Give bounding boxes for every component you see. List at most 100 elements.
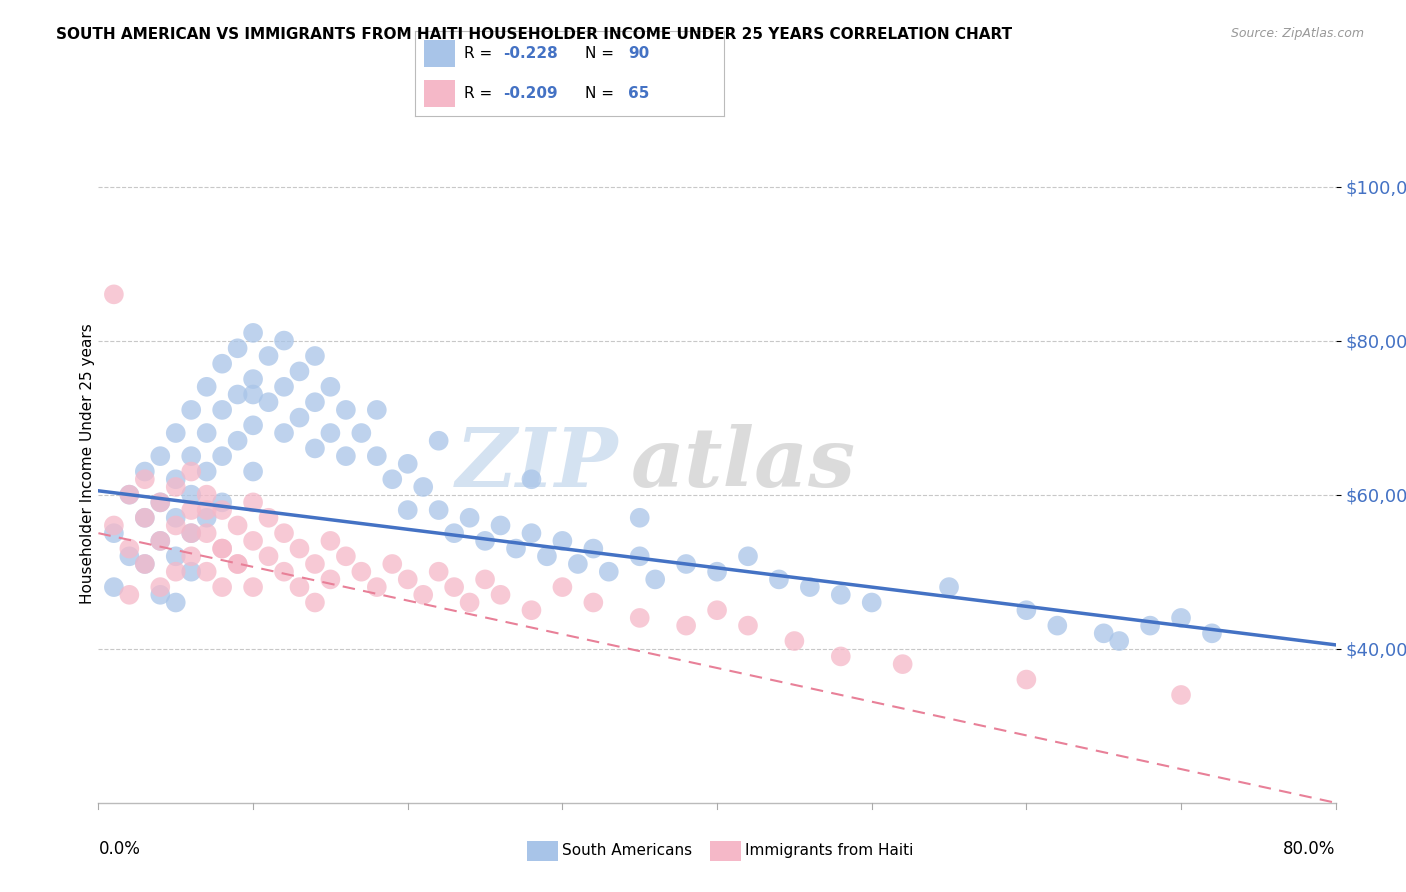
- Point: [118, 488, 141, 502]
- Point: [489, 518, 512, 533]
- Point: [396, 503, 419, 517]
- Point: [598, 565, 620, 579]
- Point: [1139, 618, 1161, 632]
- Point: [644, 573, 666, 587]
- Point: [675, 618, 697, 632]
- Text: SOUTH AMERICAN VS IMMIGRANTS FROM HAITI HOUSEHOLDER INCOME UNDER 25 YEARS CORREL: SOUTH AMERICAN VS IMMIGRANTS FROM HAITI …: [56, 27, 1012, 42]
- Point: [1170, 611, 1192, 625]
- Point: [582, 595, 605, 609]
- Point: [443, 526, 465, 541]
- Point: [180, 526, 202, 541]
- Point: [103, 518, 125, 533]
- Point: [1108, 634, 1130, 648]
- Point: [134, 557, 156, 571]
- FancyBboxPatch shape: [425, 80, 456, 108]
- Point: [427, 565, 450, 579]
- Point: [165, 595, 187, 609]
- Point: [242, 533, 264, 548]
- Point: [165, 472, 187, 486]
- Point: [304, 442, 326, 456]
- Text: 90: 90: [628, 45, 650, 61]
- Point: [195, 488, 218, 502]
- Point: [458, 595, 481, 609]
- Point: [551, 533, 574, 548]
- Point: [319, 573, 342, 587]
- Point: [396, 457, 419, 471]
- Point: [830, 588, 852, 602]
- Point: [319, 533, 342, 548]
- Text: N =: N =: [585, 87, 619, 102]
- Text: atlas: atlas: [630, 424, 856, 504]
- Point: [474, 533, 496, 548]
- Text: Immigrants from Haiti: Immigrants from Haiti: [745, 844, 914, 858]
- Point: [195, 503, 218, 517]
- Text: R =: R =: [464, 45, 498, 61]
- Point: [273, 425, 295, 440]
- Point: [149, 580, 172, 594]
- Point: [180, 449, 202, 463]
- Point: [304, 349, 326, 363]
- Point: [860, 595, 883, 609]
- Point: [211, 541, 233, 556]
- Point: [273, 334, 295, 348]
- Text: 80.0%: 80.0%: [1284, 840, 1336, 858]
- Text: 65: 65: [628, 87, 650, 102]
- Point: [304, 557, 326, 571]
- Point: [226, 387, 249, 401]
- Point: [257, 510, 280, 524]
- Point: [195, 565, 218, 579]
- Point: [288, 580, 311, 594]
- Point: [211, 541, 233, 556]
- Point: [149, 495, 172, 509]
- Point: [103, 287, 125, 301]
- Point: [505, 541, 527, 556]
- Point: [706, 565, 728, 579]
- Point: [1092, 626, 1115, 640]
- Point: [520, 603, 543, 617]
- Point: [195, 425, 218, 440]
- Point: [149, 533, 172, 548]
- Text: South Americans: South Americans: [562, 844, 693, 858]
- Point: [242, 372, 264, 386]
- Point: [1015, 673, 1038, 687]
- Point: [288, 364, 311, 378]
- Point: [489, 588, 512, 602]
- Point: [149, 495, 172, 509]
- Point: [242, 387, 264, 401]
- Point: [134, 557, 156, 571]
- Point: [211, 403, 233, 417]
- Point: [180, 565, 202, 579]
- Point: [242, 326, 264, 340]
- Point: [195, 465, 218, 479]
- Point: [273, 380, 295, 394]
- Point: [211, 357, 233, 371]
- Point: [427, 434, 450, 448]
- Point: [783, 634, 806, 648]
- Point: [412, 480, 434, 494]
- Point: [273, 565, 295, 579]
- Point: [536, 549, 558, 564]
- Point: [1201, 626, 1223, 640]
- Point: [103, 580, 125, 594]
- Point: [257, 349, 280, 363]
- Point: [118, 549, 141, 564]
- Point: [211, 449, 233, 463]
- Point: [180, 403, 202, 417]
- Point: [149, 588, 172, 602]
- Point: [149, 449, 172, 463]
- Point: [165, 549, 187, 564]
- Point: [628, 549, 651, 564]
- Point: [304, 595, 326, 609]
- Point: [273, 526, 295, 541]
- Text: ZIP: ZIP: [456, 424, 619, 504]
- Point: [118, 488, 141, 502]
- Text: N =: N =: [585, 45, 619, 61]
- Point: [396, 573, 419, 587]
- Point: [628, 510, 651, 524]
- Point: [443, 580, 465, 594]
- Point: [366, 580, 388, 594]
- Point: [582, 541, 605, 556]
- Point: [366, 403, 388, 417]
- Point: [551, 580, 574, 594]
- Point: [195, 380, 218, 394]
